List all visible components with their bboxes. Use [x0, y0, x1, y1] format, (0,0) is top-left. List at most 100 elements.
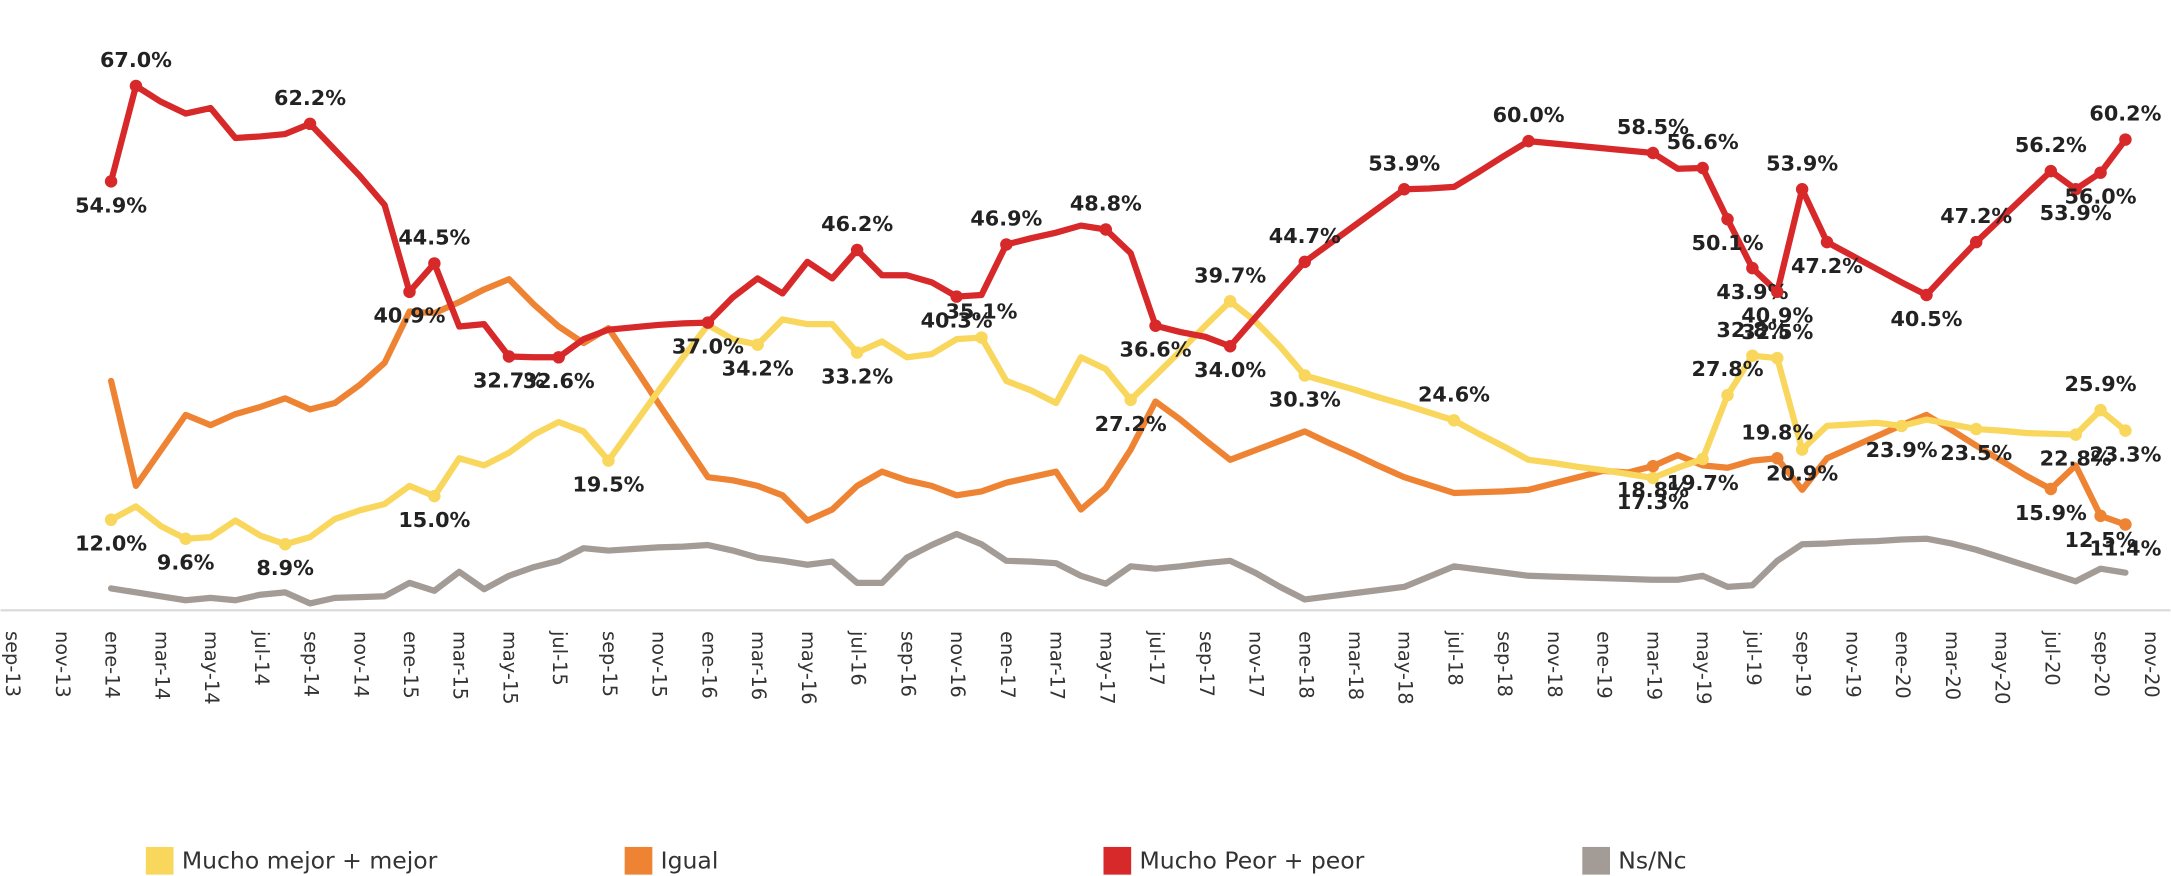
data-point	[1795, 183, 1809, 196]
x-tick-label: mar-20	[1941, 631, 1964, 700]
data-point	[502, 350, 516, 363]
data-point	[2094, 403, 2107, 417]
x-tick-label: nov-18	[1543, 631, 1566, 698]
data-label: 56.6%	[1667, 130, 1739, 154]
x-tick-label: ene-19	[1593, 631, 1616, 699]
series-line	[107, 276, 2129, 528]
data-label: 37.0%	[672, 334, 744, 358]
data-label: 15.0%	[398, 508, 470, 532]
x-tick-label: ene-15	[399, 631, 422, 699]
data-point	[950, 290, 963, 303]
x-tick-label: sep-17	[1195, 631, 1218, 697]
data-point	[1398, 183, 1411, 196]
legend-swatch	[624, 846, 653, 875]
data-label: 19.8%	[1741, 420, 1813, 444]
data-label: 15.9%	[2015, 501, 2087, 525]
data-point	[751, 338, 764, 351]
data-point	[2094, 166, 2107, 179]
data-label: 50.1%	[1692, 231, 1764, 255]
data-point	[1298, 369, 1311, 382]
x-tick-label: sep-18	[1493, 631, 1516, 697]
x-tick-label: may-18	[1394, 631, 1417, 704]
data-point	[2119, 424, 2132, 437]
data-label: 35.1%	[945, 300, 1017, 324]
x-tick-label: mar-17	[1046, 631, 1069, 700]
data-point	[2119, 518, 2132, 531]
data-point	[2044, 164, 2058, 178]
data-point	[1696, 161, 1709, 175]
data-point	[129, 79, 143, 93]
x-tick-label: sep-20	[2090, 631, 2113, 697]
x-tick-label: nov-20	[2140, 631, 2163, 698]
data-point	[1969, 235, 1983, 249]
data-point	[975, 331, 988, 344]
x-tick-label: ene-18	[1294, 631, 1317, 699]
data-point	[1149, 319, 1162, 332]
data-label: 48.8%	[1070, 192, 1142, 216]
x-tick-label: mar-19	[1642, 631, 1665, 700]
data-point	[1646, 471, 1660, 485]
data-point	[104, 513, 118, 527]
data-label: 40.5%	[1890, 307, 1962, 331]
data-label: 47.2%	[1940, 204, 2012, 228]
legend-swatch	[145, 846, 174, 875]
data-label: 40.9%	[1741, 304, 1813, 328]
data-point	[428, 257, 441, 270]
x-tick-label: nov-19	[1841, 631, 1864, 698]
data-label: 34.2%	[722, 357, 794, 381]
series-line	[107, 298, 2129, 548]
data-point	[428, 489, 441, 503]
x-tick-label: jul-15	[548, 630, 571, 686]
data-point	[850, 243, 864, 257]
data-label: 47.2%	[1791, 254, 1863, 278]
data-label: 46.9%	[970, 207, 1042, 231]
data-point	[1746, 261, 1759, 275]
data-label: 32.8%	[1716, 318, 1788, 342]
x-tick-label: nov-16	[946, 631, 969, 698]
data-point	[1522, 134, 1535, 148]
x-tick-label: ene-17	[996, 631, 1019, 699]
data-point	[1646, 459, 1660, 473]
data-point	[1920, 288, 1933, 302]
x-tick-label: mar-14	[150, 631, 173, 700]
data-point	[1771, 452, 1784, 465]
x-tick-label: jul-20	[2040, 630, 2063, 686]
data-point	[1298, 255, 1311, 269]
x-tick-label: may-19	[1692, 631, 1715, 704]
data-label: 20.9%	[1766, 461, 1838, 485]
series-line	[107, 82, 2129, 361]
x-tick-label: sep-14	[300, 631, 323, 697]
data-point	[2069, 428, 2082, 441]
data-label: 19.5%	[572, 473, 644, 497]
data-label: 36.6%	[1120, 338, 1192, 362]
legend-label: Igual	[661, 847, 719, 875]
series-line	[107, 530, 2129, 607]
data-point	[1795, 443, 1809, 456]
legend-swatch	[1582, 846, 1610, 875]
data-label: 53.9%	[1766, 151, 1838, 175]
x-tick-label: mar-15	[449, 631, 472, 700]
x-tick-label: ene-20	[1891, 631, 1914, 699]
data-label: 62.2%	[274, 86, 346, 110]
data-point	[602, 454, 615, 467]
data-point	[1721, 213, 1734, 226]
x-tick-label: sep-16	[896, 631, 919, 697]
x-tick-label: jul-14	[250, 630, 273, 686]
data-label: 39.7%	[1194, 263, 1266, 287]
x-tick-label: nov-17	[1245, 631, 1268, 698]
data-point	[2069, 183, 2082, 196]
legend-label: Mucho mejor + mejor	[182, 847, 438, 875]
data-label: 32.6%	[523, 369, 595, 393]
data-point	[2044, 482, 2058, 496]
data-label: 17.3%	[1617, 490, 1689, 514]
data-point	[1646, 146, 1660, 160]
data-label: 18.8%	[1617, 478, 1689, 502]
data-point	[1099, 223, 1113, 236]
x-tick-label: nov-14	[349, 631, 372, 698]
data-label: 54.9%	[75, 193, 147, 217]
data-point	[701, 316, 715, 329]
data-label: 56.0%	[2065, 185, 2137, 209]
data-point	[303, 117, 317, 131]
data-label: 34.0%	[1194, 358, 1266, 382]
